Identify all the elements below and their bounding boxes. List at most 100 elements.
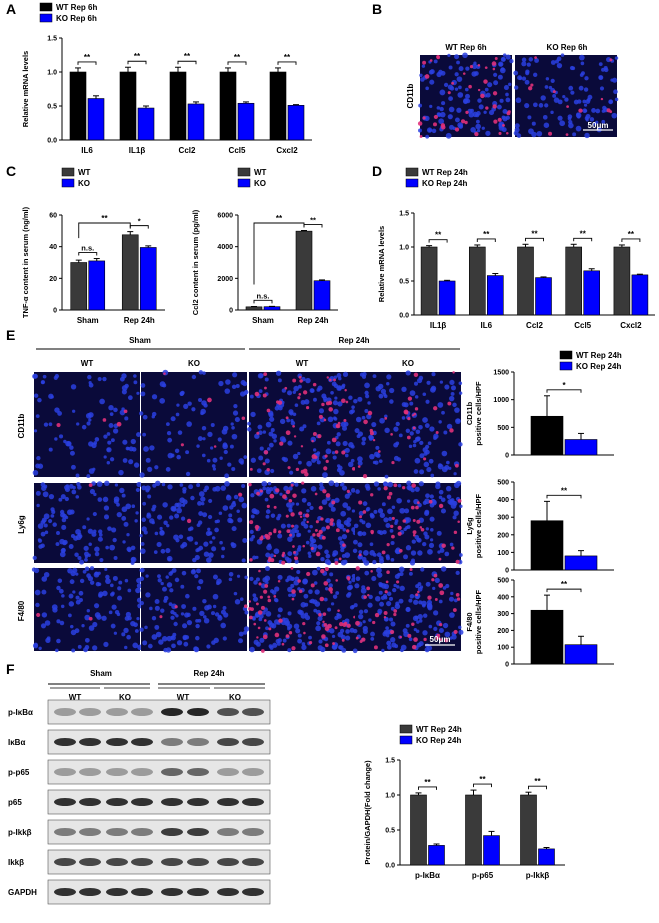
- nucleus-dot: [280, 523, 286, 529]
- blot-band: [79, 708, 101, 716]
- panel-letter-D: D: [372, 163, 382, 179]
- nucleus-dot: [524, 102, 530, 109]
- stain-dot: [322, 612, 327, 616]
- nucleus-dot: [340, 559, 347, 566]
- blot-strip: [47, 699, 271, 725]
- nucleus-dot: [147, 494, 152, 499]
- stain-dot: [414, 407, 419, 411]
- significance-label: **: [483, 230, 490, 239]
- y-tick-label: 40: [49, 244, 57, 251]
- nucleus-dot: [37, 397, 42, 403]
- nucleus-dot: [422, 500, 427, 505]
- significance-bracket: [277, 61, 297, 65]
- nucleus-dot: [418, 424, 423, 430]
- blot-band: [242, 888, 264, 896]
- nucleus-dot: [79, 578, 85, 584]
- nucleus-dot: [237, 517, 243, 523]
- stain-dot: [393, 612, 397, 617]
- stain-dot: [534, 56, 537, 60]
- stain-dot: [312, 533, 316, 537]
- nucleus-dot: [212, 467, 217, 471]
- stain-dot: [417, 590, 420, 594]
- nucleus-dot: [445, 132, 452, 139]
- nucleus-dot: [261, 610, 266, 615]
- nucleus-dot: [300, 521, 306, 527]
- nucleus-dot: [87, 528, 94, 534]
- significance-label: **: [531, 229, 538, 238]
- blot-band: [131, 798, 153, 806]
- x-tick-label: Ccl5: [574, 321, 591, 330]
- stain-dot: [325, 493, 331, 498]
- stain-dot: [298, 589, 303, 594]
- nucleus-dot: [116, 502, 120, 507]
- nucleus-dot: [171, 643, 176, 649]
- nucleus-dot: [450, 591, 454, 596]
- stain-dot: [321, 634, 326, 639]
- nucleus-dot: [350, 488, 356, 493]
- nucleus-dot: [416, 642, 422, 648]
- nucleus-dot: [167, 437, 173, 443]
- y-axis-label: CD11b: [465, 401, 474, 425]
- nucleus-dot: [195, 623, 200, 629]
- stain-dot: [306, 520, 309, 524]
- y-tick-label: 1.5: [47, 36, 57, 43]
- nucleus-dot: [33, 429, 38, 433]
- nucleus-dot: [444, 384, 450, 390]
- nucleus-dot: [269, 416, 275, 422]
- nucleus-dot: [334, 497, 340, 503]
- stain-dot: [310, 546, 314, 551]
- bar: [428, 845, 445, 866]
- stain-dot: [342, 622, 347, 627]
- nucleus-dot: [176, 640, 183, 646]
- nucleus-dot: [239, 391, 246, 397]
- stain-dot: [373, 645, 378, 650]
- nucleus-dot: [202, 598, 207, 604]
- blot-col-label: WT: [177, 693, 190, 702]
- nucleus-dot: [35, 602, 40, 608]
- nucleus-dot: [121, 407, 125, 411]
- blot-band: [217, 708, 239, 716]
- nucleus-dot: [595, 120, 599, 124]
- bar: [410, 794, 427, 866]
- stain-dot: [266, 408, 271, 413]
- stain-dot: [262, 462, 266, 466]
- nucleus-dot: [198, 370, 204, 375]
- nucleus-dot: [213, 637, 219, 644]
- nucleus-dot: [103, 514, 110, 520]
- nucleus-dot: [564, 97, 569, 102]
- nucleus-dot: [286, 418, 291, 423]
- stain-dot: [438, 503, 444, 509]
- nucleus-dot: [151, 394, 158, 400]
- nucleus-dot: [426, 380, 431, 385]
- nucleus-dot: [229, 518, 234, 524]
- nucleus-dot: [200, 411, 204, 416]
- micrograph-b-wt: [417, 52, 514, 139]
- nucleus-dot: [78, 590, 84, 596]
- nucleus-dot: [364, 409, 369, 413]
- stain-dot: [412, 519, 416, 522]
- stain-dot: [258, 569, 261, 573]
- stain-dot: [159, 615, 163, 619]
- legend-swatch: [39, 2, 53, 12]
- stain-dot: [329, 518, 334, 523]
- nucleus-dot: [568, 122, 574, 129]
- blot-band: [187, 828, 209, 836]
- nucleus-dot: [121, 632, 126, 637]
- nucleus-dot: [414, 534, 420, 540]
- nucleus-dot: [545, 77, 550, 81]
- blot-band: [54, 738, 76, 746]
- nucleus-dot: [107, 440, 112, 445]
- nucleus-dot: [287, 586, 293, 593]
- nucleus-dot: [33, 373, 38, 379]
- stain-dot: [284, 386, 288, 390]
- nucleus-dot: [456, 76, 463, 82]
- bar: [564, 439, 598, 456]
- nucleus-dot: [142, 640, 148, 646]
- nucleus-dot: [198, 491, 205, 497]
- nucleus-dot: [345, 629, 350, 634]
- stain-dot: [267, 598, 272, 603]
- nucleus-dot: [446, 494, 452, 500]
- nucleus-dot: [424, 423, 430, 428]
- nucleus-dot: [429, 538, 434, 542]
- nucleus-dot: [342, 425, 348, 431]
